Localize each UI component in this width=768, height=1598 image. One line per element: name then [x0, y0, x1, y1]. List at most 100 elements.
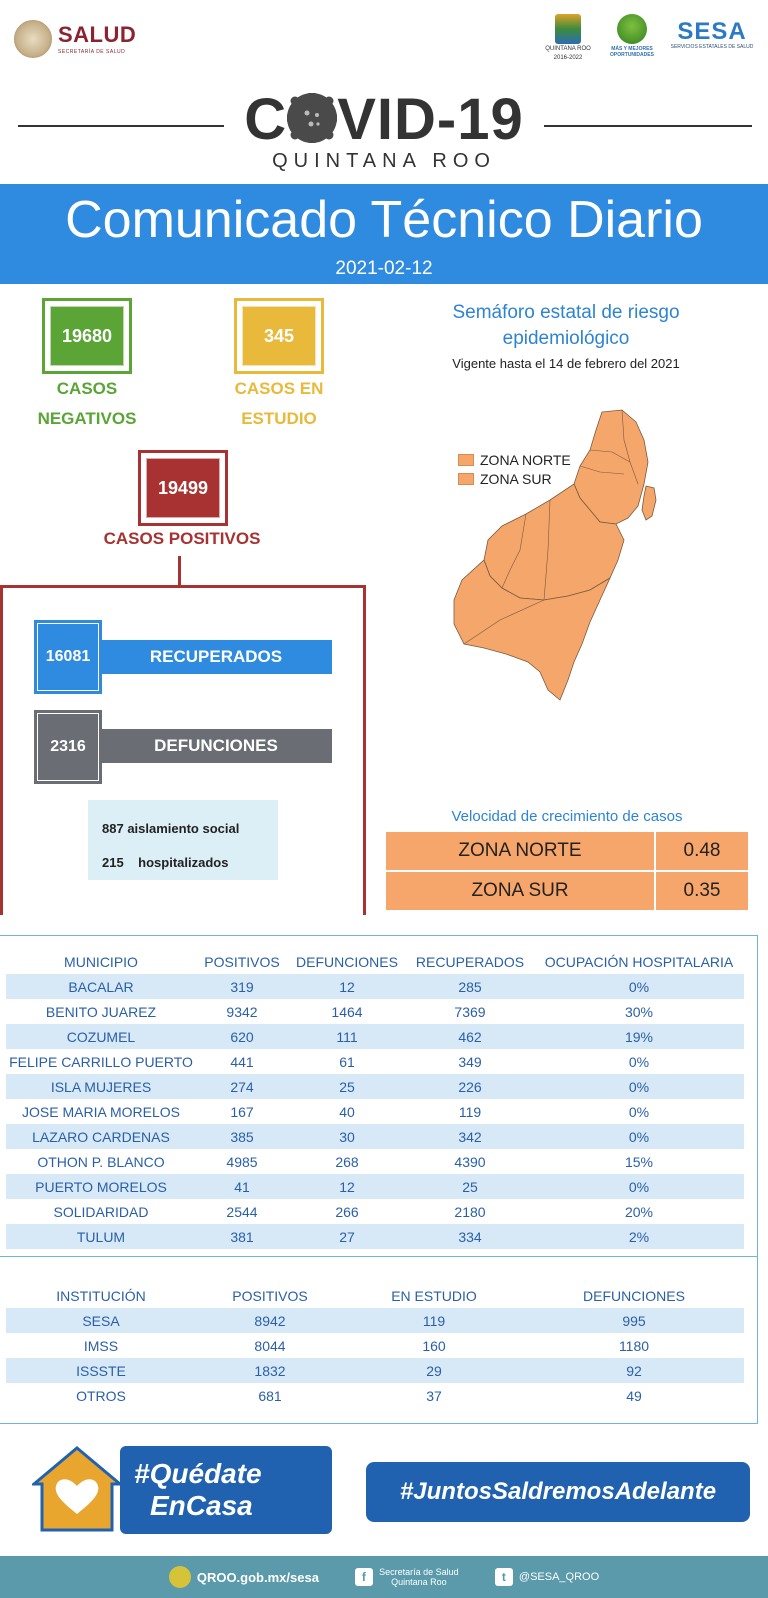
col-inst-defunciones: DEFUNCIONES [583, 1288, 685, 1304]
estudio-label-line1: CASOS EN [234, 379, 324, 398]
semaforo-title: Semáforo estatal de riesgo epidemiológic… [452, 302, 680, 349]
col-inst-estudio: EN ESTUDIO [391, 1288, 477, 1304]
negativos-label-line1: CASOS [56, 379, 118, 398]
municipio-row-cell: 167 [230, 1103, 254, 1120]
municipio-row-cell: 4390 [454, 1153, 486, 1170]
title-line-left [18, 125, 224, 127]
legend-zona-sur-label: ZONA SUR [480, 471, 552, 487]
col-municipio: MUNICIPIO [64, 954, 138, 970]
semaforo-vigencia: Vigente hasta el 14 de febrero del 2021 [452, 356, 680, 371]
salud-logo: SALUD SECRETARÍA DE SALUD [14, 20, 136, 58]
municipio-row-cell: 620 [196, 1024, 288, 1049]
negativos-value: 19680 [50, 306, 124, 366]
municipio-row-cell: 226 [406, 1074, 534, 1099]
institucion-row-cell: 92 [524, 1358, 744, 1383]
municipio-row: JOSE MARIA MORELOS 167 40 119 0% [6, 1099, 744, 1124]
municipio-row-cell: LAZARO CARDENAS [6, 1124, 196, 1149]
footer-facebook[interactable]: f Secretaría de Salud Quintana Roo [354, 1567, 459, 1587]
institucion-row-cell: 29 [344, 1358, 524, 1383]
institucion-row-cell: 1832 [196, 1358, 344, 1383]
footer-facebook-text: Secretaría de Salud Quintana Roo [379, 1567, 459, 1587]
legend-swatch [458, 473, 474, 485]
mas-oportunidades-logo: MÁS Y MEJORES OPORTUNIDADES [606, 14, 658, 64]
municipio-row-cell: 7369 [454, 1003, 486, 1020]
recuperados-box: 16081 [34, 620, 102, 694]
municipio-row-cell: 342 [406, 1124, 534, 1149]
banner-title: Comunicado Técnico Diario [65, 191, 703, 249]
institucion-row-cell: OTROS [76, 1387, 126, 1404]
footer-website[interactable]: QROO.gob.mx/sesa [168, 1566, 319, 1588]
positivos-box: 19499 [138, 450, 228, 526]
municipios-table: MUNICIPIO POSITIVOS DEFUNCIONES RECUPERA… [6, 950, 744, 1249]
instituciones-table: INSTITUCIÓN POSITIVOS EN ESTUDIO DEFUNCI… [6, 1284, 744, 1408]
municipio-row-cell: 9342 [226, 1003, 258, 1020]
municipio-row-cell: ISLA MUJERES [6, 1074, 196, 1099]
positivos-label: CASOS POSITIVOS [103, 529, 261, 548]
salud-sub-label: SECRETARÍA DE SALUD [58, 48, 126, 55]
col-ocupacion: OCUPACIÓN HOSPITALARIA [544, 954, 734, 970]
mexico-seal-icon [14, 20, 52, 58]
municipio-row-cell: 319 [196, 974, 288, 999]
quedate-en-casa-banner: #Quédate EnCasa [120, 1446, 332, 1534]
municipio-row-cell: 27 [288, 1224, 406, 1249]
legend-zona-norte-label: ZONA NORTE [480, 452, 571, 468]
municipio-row-cell: 2544 [226, 1203, 258, 1220]
qroo-logo-text: QUINTANA ROO [545, 46, 591, 52]
legend-zona-norte: ZONA NORTE [458, 451, 571, 470]
municipio-row-cell: 25 [406, 1174, 534, 1199]
institucion-row: SESA 8942 119 995 [6, 1308, 744, 1333]
municipio-row-cell: 2% [534, 1224, 744, 1249]
municipio-row-cell: 0% [534, 974, 744, 999]
col-positivos: POSITIVOS [204, 954, 280, 970]
hospitalizados-value: 215 [102, 855, 124, 870]
municipio-row-cell: JOSE MARIA MORELOS [22, 1103, 180, 1120]
velocidad-valor: 0.48 [654, 830, 750, 872]
institucion-row-cell: 49 [626, 1387, 642, 1404]
municipio-row-cell: 20% [624, 1203, 654, 1220]
municipio-row: TULUM 381 27 334 2% [6, 1224, 744, 1249]
hospitalizados-label: hospitalizados [138, 855, 229, 870]
municipio-row-cell: 25 [288, 1074, 406, 1099]
municipio-row-cell: 349 [458, 1053, 482, 1070]
instituciones-header-row: INSTITUCIÓN POSITIVOS EN ESTUDIO DEFUNCI… [6, 1284, 744, 1308]
municipio-row: ISLA MUJERES 274 25 226 0% [6, 1074, 744, 1099]
defunciones-value: 2316 [38, 714, 98, 780]
col-defunciones: DEFUNCIONES [296, 954, 398, 970]
municipio-row: OTHON P. BLANCO 4985 268 4390 15% [6, 1149, 744, 1174]
quedate-line1: #Quédate [134, 1458, 262, 1489]
municipio-row-cell: 385 [196, 1124, 288, 1149]
col-inst-positivos: POSITIVOS [232, 1288, 308, 1304]
velocidad-table: ZONA NORTE 0.48 ZONA SUR 0.35 [384, 830, 750, 912]
estudio-value: 345 [242, 306, 316, 366]
footer-twitter[interactable]: t @SESA_QROO [494, 1568, 599, 1586]
map-legend: ZONA NORTE ZONA SUR [458, 451, 571, 489]
municipio-row-cell: 266 [335, 1203, 359, 1220]
negativos-label-line2: NEGATIVOS [37, 409, 137, 428]
quintana-roo-map [453, 409, 657, 701]
municipio-row: BENITO JUAREZ 9342 1464 7369 30% [6, 999, 744, 1024]
municipio-row-cell: 19% [534, 1024, 744, 1049]
municipio-row: BACALAR 319 12 285 0% [6, 974, 744, 999]
map-cozumel [641, 485, 657, 521]
institucion-row-cell: IMSS [83, 1337, 119, 1354]
sesa-logo: SESA SERVICIOS ESTATALES DE SALUD [666, 20, 758, 51]
municipio-row-cell: BENITO JUAREZ [45, 1003, 157, 1020]
municipio-row-cell: 12 [288, 974, 406, 999]
municipio-row-cell: 462 [406, 1024, 534, 1049]
municipio-row: LAZARO CARDENAS 385 30 342 0% [6, 1124, 744, 1149]
municipio-row-cell: 0% [628, 1103, 650, 1120]
municipio-row-cell: 268 [335, 1153, 359, 1170]
title-line-right [544, 125, 752, 127]
aislamiento-label: aislamiento social [127, 821, 240, 836]
negativos-label: CASOS NEGATIVOS [12, 374, 162, 434]
municipio-row-cell: PUERTO MORELOS [6, 1174, 196, 1199]
municipio-row-cell: TULUM [6, 1224, 196, 1249]
institucion-row-cell: 995 [524, 1308, 744, 1333]
legend-zona-sur: ZONA SUR [458, 470, 571, 489]
covid-title-rest: VID-19 [337, 87, 524, 152]
municipio-row-cell: 111 [288, 1024, 406, 1049]
velocidad-row: ZONA NORTE 0.48 [384, 830, 750, 872]
virus-icon [287, 93, 338, 143]
house-heart-icon [32, 1446, 122, 1532]
municipio-row-cell: OTHON P. BLANCO [37, 1153, 165, 1170]
